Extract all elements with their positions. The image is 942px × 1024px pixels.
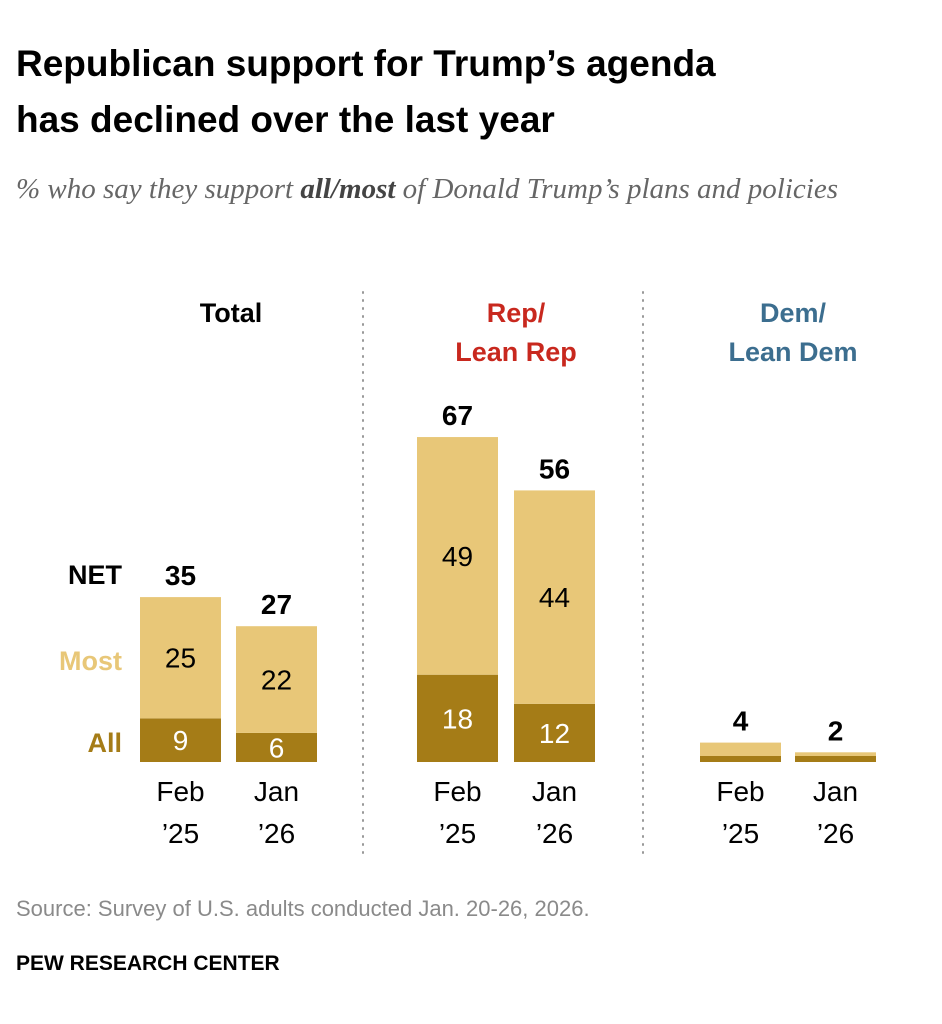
bar-segment-most (700, 742, 781, 756)
x-tick-label: ’25 (439, 818, 476, 849)
bar-segment-most (236, 626, 317, 733)
x-tick-label: Jan (813, 776, 858, 807)
x-tick-label: ’25 (722, 818, 759, 849)
group-header: Total (200, 298, 263, 328)
chart-subtitle: % who say they support all/most of Donal… (16, 166, 916, 213)
bar-segment-most (795, 752, 876, 756)
subtitle-pre: % who say they support (16, 173, 301, 205)
data-label-most: 25 (165, 643, 196, 674)
data-label-net: 27 (261, 589, 292, 620)
chart-title: Republican support for Trump’s agenda ha… (16, 36, 936, 148)
group-header: Dem/ (760, 298, 827, 328)
x-tick-label: ’26 (536, 818, 573, 849)
subtitle-post: of Donald Trump’s plans and policies (395, 173, 838, 205)
x-tick-label: ’25 (162, 818, 199, 849)
data-label-all: 6 (269, 732, 285, 763)
stacked-bar-chart: NET Most All Total 9 25 35 Feb ’25 6 22 27 Jan ’26 Rep… (59, 291, 876, 857)
bar-segment-all (140, 718, 221, 762)
x-tick-label: ’26 (817, 818, 854, 849)
row-label-net: NET (68, 560, 123, 590)
group-header: Lean Dem (728, 337, 857, 367)
data-label-all: 9 (173, 725, 189, 756)
row-label-most: Most (59, 646, 122, 676)
data-label-net: 2 (828, 715, 844, 746)
data-label-all: 12 (539, 718, 570, 749)
bar-segment-all (417, 674, 498, 762)
data-label-most: 49 (442, 541, 473, 572)
group-header: Rep/ (487, 298, 546, 328)
group-header: Lean Rep (455, 337, 577, 367)
data-label-net: 35 (165, 560, 196, 591)
subtitle-bold: all/most (300, 173, 396, 205)
bar-segment-all (700, 756, 781, 762)
pew-credit: PEW RESEARCH CENTER (16, 952, 280, 975)
bar-segment-most (514, 490, 595, 704)
data-label-net: 67 (442, 400, 473, 431)
title-line-2: has declined over the last year (16, 99, 555, 140)
x-tick-label: Feb (716, 776, 764, 807)
data-label-most: 22 (261, 665, 292, 696)
data-label-most: 44 (539, 582, 570, 613)
data-label-net: 4 (733, 706, 749, 737)
data-label-net: 56 (539, 453, 570, 484)
bar-segment-all (236, 732, 317, 762)
x-tick-label: ’26 (258, 818, 295, 849)
x-tick-label: Jan (532, 776, 577, 807)
x-tick-label: Jan (254, 776, 299, 807)
title-line-1: Republican support for Trump’s agenda (16, 43, 716, 84)
x-tick-label: Feb (433, 776, 481, 807)
source-note: Source: Survey of U.S. adults conducted … (16, 896, 590, 921)
bar-segment-most (140, 597, 221, 719)
bar-segment-all (795, 756, 876, 762)
row-label-all: All (87, 728, 122, 758)
bar-segment-most (417, 437, 498, 675)
x-tick-label: Feb (156, 776, 204, 807)
data-label-all: 18 (442, 703, 473, 734)
bar-segment-all (514, 703, 595, 762)
